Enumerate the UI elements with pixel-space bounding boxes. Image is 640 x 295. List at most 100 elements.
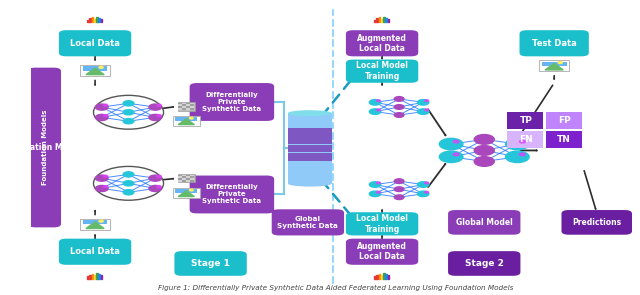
FancyBboxPatch shape: [448, 210, 520, 235]
Circle shape: [453, 153, 459, 156]
Bar: [90, 19, 91, 22]
Circle shape: [103, 114, 108, 117]
Bar: [92, 17, 93, 22]
Bar: [381, 19, 383, 22]
Circle shape: [424, 182, 429, 184]
Circle shape: [376, 191, 380, 193]
Bar: [374, 19, 376, 22]
Bar: [100, 19, 102, 22]
Circle shape: [189, 117, 193, 119]
Circle shape: [103, 104, 108, 106]
Circle shape: [474, 157, 494, 166]
FancyBboxPatch shape: [178, 102, 195, 111]
Bar: [182, 175, 186, 176]
Circle shape: [95, 186, 108, 191]
Bar: [182, 178, 186, 180]
Bar: [385, 18, 387, 22]
Bar: [83, 66, 108, 71]
Bar: [100, 275, 102, 279]
Bar: [179, 106, 182, 108]
Circle shape: [506, 151, 529, 163]
FancyBboxPatch shape: [178, 174, 195, 182]
Text: Local Model
Training: Local Model Training: [356, 214, 408, 234]
Circle shape: [417, 182, 429, 187]
Bar: [381, 275, 383, 279]
Bar: [388, 275, 389, 279]
Circle shape: [149, 175, 161, 181]
Circle shape: [474, 146, 494, 155]
Bar: [507, 131, 543, 148]
Bar: [83, 220, 108, 224]
FancyBboxPatch shape: [346, 60, 419, 83]
Bar: [182, 176, 186, 178]
Bar: [182, 104, 186, 106]
Bar: [542, 62, 566, 66]
Circle shape: [149, 114, 161, 120]
Bar: [546, 112, 582, 130]
Bar: [179, 180, 182, 182]
Text: Foundation Models: Foundation Models: [3, 143, 86, 152]
Bar: [186, 178, 190, 180]
Circle shape: [99, 220, 103, 222]
Bar: [190, 180, 194, 182]
Bar: [379, 274, 380, 279]
Circle shape: [157, 175, 161, 177]
Circle shape: [417, 100, 429, 105]
Bar: [182, 180, 186, 182]
Circle shape: [520, 140, 525, 143]
Bar: [94, 275, 95, 279]
Circle shape: [520, 153, 525, 156]
Polygon shape: [178, 191, 195, 196]
Circle shape: [157, 104, 161, 106]
Bar: [288, 128, 332, 136]
Circle shape: [123, 172, 134, 177]
Bar: [179, 176, 182, 178]
Bar: [92, 274, 93, 279]
Circle shape: [394, 113, 404, 117]
Circle shape: [123, 119, 134, 124]
Bar: [179, 104, 182, 106]
Circle shape: [369, 100, 381, 105]
Bar: [190, 176, 194, 178]
Bar: [374, 276, 376, 279]
Text: Global Model: Global Model: [456, 218, 513, 227]
Bar: [175, 189, 197, 193]
Bar: [179, 103, 182, 104]
Circle shape: [369, 182, 381, 187]
Circle shape: [394, 179, 404, 183]
FancyBboxPatch shape: [59, 30, 131, 56]
Circle shape: [376, 109, 380, 111]
FancyBboxPatch shape: [173, 188, 200, 198]
Bar: [546, 131, 582, 148]
Circle shape: [376, 182, 380, 184]
Text: Predictions: Predictions: [572, 218, 621, 227]
Text: TP: TP: [520, 116, 532, 125]
Text: TN: TN: [557, 135, 571, 144]
Text: Augmented
Local Data: Augmented Local Data: [357, 242, 407, 261]
Circle shape: [369, 109, 381, 114]
Bar: [175, 117, 197, 121]
Bar: [385, 275, 387, 279]
Circle shape: [93, 166, 164, 200]
Bar: [288, 113, 332, 183]
Text: Foundation Models: Foundation Models: [42, 110, 47, 185]
Bar: [186, 103, 190, 104]
Circle shape: [103, 175, 108, 177]
Circle shape: [123, 101, 134, 106]
Bar: [190, 106, 194, 108]
Bar: [190, 108, 194, 110]
Text: FN: FN: [519, 135, 533, 144]
Polygon shape: [86, 68, 104, 75]
Bar: [186, 180, 190, 182]
FancyBboxPatch shape: [80, 65, 110, 76]
Text: FP: FP: [557, 116, 570, 125]
FancyBboxPatch shape: [346, 239, 419, 265]
Text: Global
Synthetic Data: Global Synthetic Data: [278, 216, 339, 229]
Circle shape: [123, 181, 134, 186]
Bar: [186, 176, 190, 178]
FancyBboxPatch shape: [189, 176, 274, 213]
Bar: [288, 145, 332, 152]
FancyBboxPatch shape: [272, 209, 344, 235]
Circle shape: [394, 96, 404, 101]
Circle shape: [394, 187, 404, 191]
